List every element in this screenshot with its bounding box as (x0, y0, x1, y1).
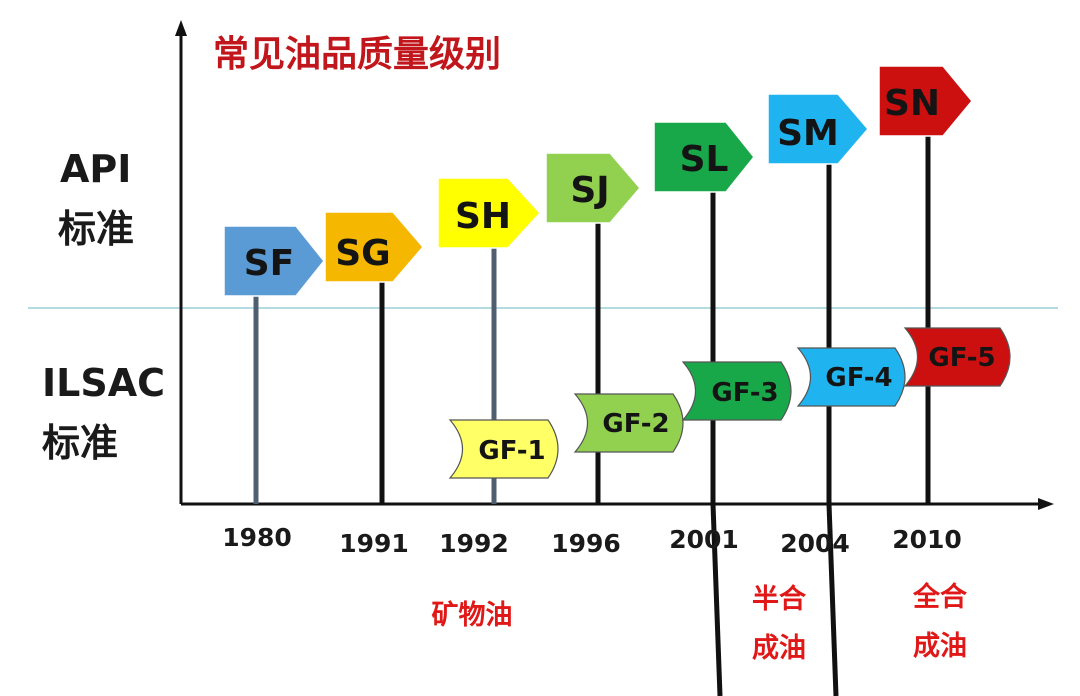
era-label-mineral: 矿物油 (432, 599, 513, 631)
api-grade-sm: SM (767, 93, 869, 165)
ilsac-grade-gf-1: GF-1 (448, 419, 559, 479)
grade-flag-shape (796, 347, 906, 407)
era-label-semi-synthetic: 半合 (752, 583, 806, 615)
grade-label: SJ (570, 170, 609, 211)
vertical-axis-arrow (175, 20, 187, 36)
grade-label: GF-3 (711, 378, 778, 408)
grade-arrow-shape (767, 93, 869, 165)
api-grade-sg: SG (324, 211, 424, 283)
ilsac-grade-gf-2: GF-2 (573, 393, 684, 453)
grade-flag-shape (903, 327, 1011, 387)
grade-arrow-shape (545, 152, 641, 224)
api-grade-sj: SJ (545, 152, 641, 224)
ilsac-grades: GF-1 GF-2 GF-3 GF-4 GF-5 (448, 327, 1011, 479)
api-grades: SF SG SH SJ SL SM SN (223, 65, 973, 297)
grade-label: SG (335, 233, 390, 274)
grade-flag-shape (573, 393, 684, 453)
year-label-2004: 2004 (780, 529, 850, 558)
year-label-1992: 1992 (439, 529, 509, 558)
grade-label: SH (455, 196, 511, 237)
ilsac-section-label: ILSAC (42, 361, 165, 405)
grade-label: GF-2 (602, 409, 669, 439)
era-label-full-synthetic: 全合 (912, 581, 967, 613)
grade-label: GF-5 (928, 343, 995, 373)
grade-label: SM (777, 113, 839, 154)
year-labels: 1980 1991 1992 1996 2001 2004 2010 (222, 523, 962, 558)
pole-sm (826, 162, 839, 696)
pole-sl (710, 190, 723, 696)
grade-arrow-shape (878, 65, 973, 137)
diagram-title: 常见油品质量级别 (213, 34, 501, 75)
grade-label: SF (244, 243, 295, 284)
year-label-1996: 1996 (551, 529, 621, 558)
timeline-axes (175, 20, 1054, 510)
grade-label: SL (680, 139, 729, 180)
grade-label: SN (884, 83, 940, 124)
grade-poles (253, 134, 931, 696)
ilsac-grade-gf-5: GF-5 (903, 327, 1011, 387)
ilsac-section-label-sub: 标准 (42, 421, 118, 465)
era-label-full-synthetic-sub: 成油 (913, 631, 967, 662)
year-label-1991: 1991 (339, 529, 409, 558)
api-grade-sf: SF (223, 225, 325, 297)
api-grade-sn: SN (878, 65, 973, 137)
year-label-2010: 2010 (892, 525, 962, 554)
era-label-semi-synthetic-sub: 成油 (752, 633, 806, 664)
ilsac-grade-gf-4: GF-4 (796, 347, 906, 407)
grade-arrow-shape (437, 177, 542, 249)
grade-flag-shape (681, 361, 792, 421)
era-labels: 矿物油 半合 成油 全合 成油 (432, 581, 968, 664)
year-label-1980: 1980 (222, 523, 292, 552)
grade-arrow-shape (223, 225, 325, 297)
grade-label: GF-1 (478, 436, 545, 466)
grade-arrow-shape (324, 211, 424, 283)
grade-arrow-shape (653, 121, 755, 193)
api-grade-sl: SL (653, 121, 755, 193)
grade-flag-shape (448, 419, 559, 479)
year-label-2001: 2001 (669, 525, 739, 554)
api-section-label: API (60, 147, 131, 191)
ilsac-grade-gf-3: GF-3 (681, 361, 792, 421)
horizontal-axis-arrow (1038, 498, 1054, 510)
api-section-label-sub: 标准 (58, 207, 134, 251)
grade-label: GF-4 (825, 363, 892, 393)
api-grade-sh: SH (437, 177, 542, 249)
